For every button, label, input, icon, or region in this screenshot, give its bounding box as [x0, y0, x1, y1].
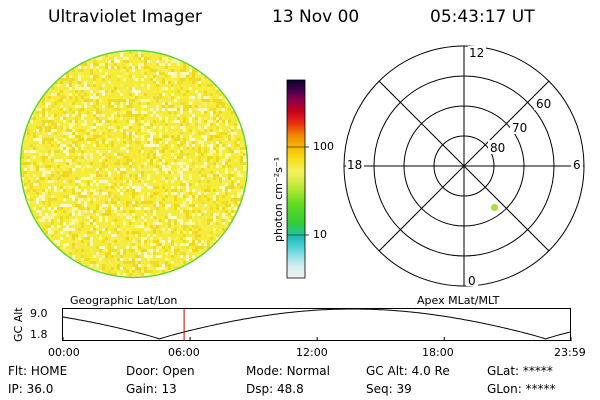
seq-value: 39 — [396, 382, 412, 396]
polar-label-0: 0 — [468, 274, 476, 288]
strip-ytick-max: 9.0 — [30, 307, 48, 320]
dsp-value: 48.8 — [276, 382, 304, 396]
dsp-label: Dsp: — [246, 382, 274, 396]
gcalt-label: GC Alt: — [366, 364, 408, 378]
gain-label: Gain: — [126, 382, 158, 396]
colorbar-label-100: 100 — [313, 140, 334, 153]
gain-field: Gain: 13 — [126, 382, 177, 396]
polar-title: Apex MLat/MLT — [417, 294, 500, 307]
flt-value: HOME — [30, 364, 68, 378]
altitude-strip-chart — [62, 308, 572, 341]
strip-xtick-1800: 18:00 — [422, 346, 454, 359]
polar-lat-80: 80 — [490, 141, 506, 155]
glat-value: ***** — [522, 364, 553, 378]
polar-lat-70: 70 — [512, 121, 528, 135]
polar-label-18: 18 — [347, 158, 363, 172]
uv-disk-image — [19, 49, 249, 279]
seq-field: Seq: 39 — [366, 382, 412, 396]
flt-field: Flt: HOME — [8, 364, 67, 378]
strip-ytick-min: 1.8 — [30, 328, 48, 341]
flt-label: Flt: — [8, 364, 27, 378]
strip-xtick-0000: 00:00 — [48, 346, 80, 359]
mode-field: Mode: Normal — [246, 364, 330, 378]
dsp-field: Dsp: 48.8 — [246, 382, 304, 396]
door-label: Door: — [126, 364, 159, 378]
door-value: Open — [162, 364, 195, 378]
colorbar — [286, 79, 309, 279]
ip-field: IP: 36.0 — [8, 382, 53, 396]
glat-label: GLat: — [487, 364, 520, 378]
colorbar-gradient — [286, 79, 306, 279]
seq-label: Seq: — [366, 382, 393, 396]
strip-title: Geographic Lat/Lon — [70, 294, 178, 307]
strip-xtick-0600: 06:00 — [168, 346, 200, 359]
date-label: 13 Nov 00 — [272, 7, 360, 27]
strip-ylabel: GC Alt — [12, 307, 25, 342]
altitude-curve — [62, 308, 572, 340]
glon-field: GLon: ***** — [487, 382, 556, 396]
polar-lat-60: 60 — [536, 97, 552, 111]
glon-value: ***** — [525, 382, 556, 396]
glat-field: GLat: ***** — [487, 364, 553, 378]
gcalt-field: GC Alt: 4.0 Re — [366, 364, 450, 378]
auroral-dot — [490, 203, 499, 212]
instrument-title: Ultraviolet Imager — [48, 7, 202, 27]
strip-xtick-1200: 12:00 — [296, 346, 328, 359]
mode-label: Mode: — [246, 364, 283, 378]
gcalt-value: 4.0 Re — [411, 364, 450, 378]
ip-label: IP: — [8, 382, 23, 396]
strip-frame — [62, 308, 571, 341]
ip-value: 36.0 — [26, 382, 54, 396]
polar-label-12: 12 — [469, 46, 485, 60]
colorbar-unit-label: photon cm⁻²s⁻¹ — [272, 156, 285, 242]
polar-label-6: 6 — [573, 158, 581, 172]
strip-xtick-2359: 23:59 — [554, 346, 586, 359]
gain-value: 13 — [161, 382, 177, 396]
disk-rim — [19, 49, 249, 279]
door-field: Door: Open — [126, 364, 195, 378]
colorbar-label-10: 10 — [313, 228, 327, 241]
glon-label: GLon: — [487, 382, 522, 396]
polar-diagonal-2 — [378, 80, 550, 252]
time-label: 05:43:17 UT — [430, 7, 535, 27]
mode-value: Normal — [286, 364, 330, 378]
polar-plot — [343, 45, 585, 287]
